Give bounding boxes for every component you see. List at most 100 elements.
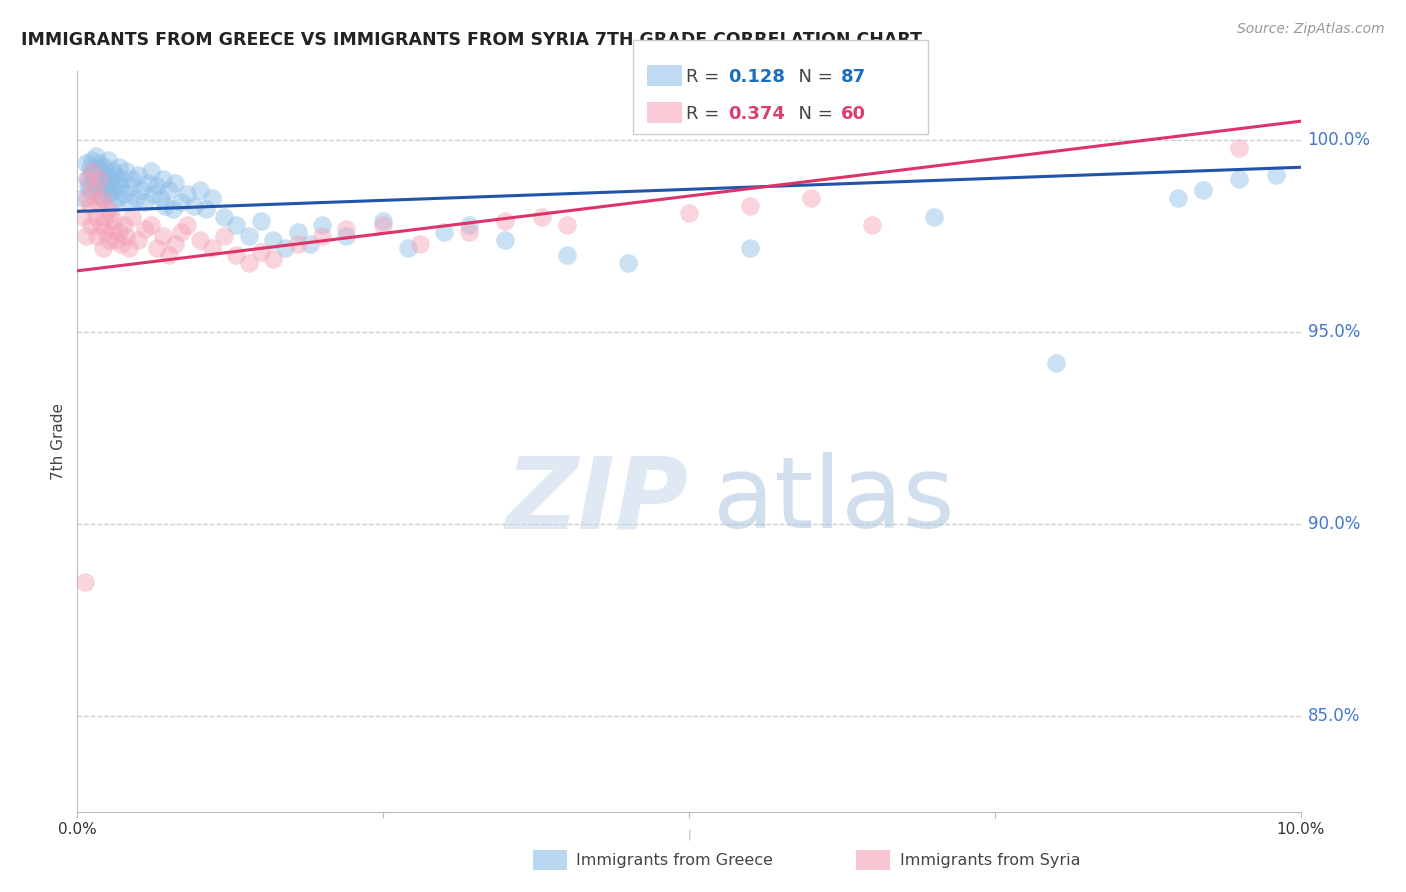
Text: Immigrants from Syria: Immigrants from Syria xyxy=(900,854,1080,868)
Text: |: | xyxy=(688,830,690,840)
Point xyxy=(90,218,112,232)
Point xyxy=(225,248,247,262)
Point xyxy=(212,229,235,244)
Point xyxy=(107,191,129,205)
Point xyxy=(531,210,554,224)
Point xyxy=(110,237,132,252)
Point xyxy=(800,191,823,205)
Point xyxy=(212,210,235,224)
Point xyxy=(157,248,180,262)
Point xyxy=(311,218,333,232)
Text: 95.0%: 95.0% xyxy=(1308,323,1360,342)
Point xyxy=(76,191,98,205)
Point xyxy=(120,179,142,194)
Point xyxy=(183,199,205,213)
Point xyxy=(335,229,357,244)
Point xyxy=(162,202,184,217)
Point xyxy=(121,171,143,186)
Text: 100.0%: 100.0% xyxy=(1308,131,1371,149)
Point xyxy=(250,244,273,259)
Point xyxy=(201,241,224,255)
Point xyxy=(86,161,108,175)
Text: R =: R = xyxy=(686,68,725,86)
Point xyxy=(90,171,112,186)
Point xyxy=(225,218,247,232)
Point xyxy=(170,194,193,209)
Point xyxy=(79,199,101,213)
Text: 87: 87 xyxy=(841,68,866,86)
Point xyxy=(152,229,174,244)
Point xyxy=(110,171,132,186)
Point xyxy=(125,191,148,205)
Point xyxy=(1167,191,1189,205)
Point xyxy=(139,218,162,232)
Point xyxy=(142,187,165,202)
Point xyxy=(134,221,156,235)
Text: N =: N = xyxy=(787,68,839,86)
Point xyxy=(94,183,117,197)
Point xyxy=(129,183,152,197)
Point xyxy=(77,171,100,186)
Point xyxy=(80,164,103,178)
Point xyxy=(90,191,112,205)
Point xyxy=(91,241,114,255)
Point xyxy=(287,237,309,252)
Point xyxy=(83,176,105,190)
Point xyxy=(98,171,121,186)
Point xyxy=(89,171,111,186)
Point xyxy=(1265,168,1288,182)
Point xyxy=(75,229,97,244)
Point xyxy=(262,252,284,267)
Point xyxy=(495,214,517,228)
Point xyxy=(73,574,96,589)
Point xyxy=(89,187,111,202)
Point xyxy=(98,233,121,247)
Point xyxy=(409,237,432,252)
Point xyxy=(121,210,143,224)
Point xyxy=(82,183,104,197)
Point xyxy=(103,214,125,228)
Point xyxy=(86,229,108,244)
Point xyxy=(194,202,217,217)
Point xyxy=(127,168,149,182)
Text: 85.0%: 85.0% xyxy=(1308,706,1360,725)
Point xyxy=(112,187,135,202)
Point xyxy=(274,241,297,255)
Point xyxy=(100,194,122,209)
Point xyxy=(108,161,131,175)
Point xyxy=(75,156,97,170)
Point xyxy=(72,191,94,205)
Point xyxy=(127,233,149,247)
Point xyxy=(152,171,174,186)
Point xyxy=(188,183,211,197)
Point xyxy=(678,206,700,220)
Point xyxy=(188,233,211,247)
Point xyxy=(335,221,357,235)
Point xyxy=(495,233,517,247)
Point xyxy=(165,176,187,190)
Point xyxy=(396,241,419,255)
Point xyxy=(433,226,456,240)
Point xyxy=(1045,356,1067,370)
Point xyxy=(1229,141,1251,155)
Point xyxy=(91,179,114,194)
Point xyxy=(79,183,101,197)
Point xyxy=(262,233,284,247)
Point xyxy=(201,191,224,205)
Point xyxy=(740,241,762,255)
Point xyxy=(112,218,135,232)
Point xyxy=(72,210,94,224)
Text: 90.0%: 90.0% xyxy=(1308,515,1360,533)
Point xyxy=(91,176,114,190)
Point xyxy=(238,229,260,244)
Point xyxy=(77,179,100,194)
Point xyxy=(103,183,125,197)
Point xyxy=(93,210,115,224)
Point xyxy=(82,164,104,178)
Point xyxy=(89,156,111,170)
Text: 0.374: 0.374 xyxy=(728,105,785,123)
Point xyxy=(98,206,121,220)
Point xyxy=(250,214,273,228)
Point xyxy=(115,229,138,244)
Point xyxy=(104,168,127,182)
